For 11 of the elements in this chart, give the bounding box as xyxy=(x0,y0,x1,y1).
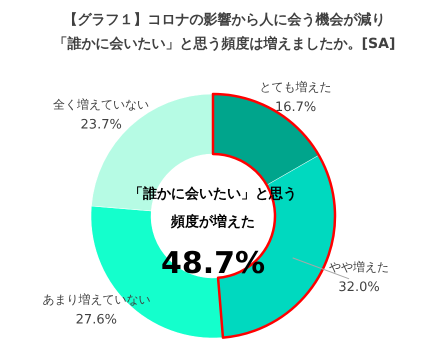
data-label: 27.6% xyxy=(76,312,117,328)
chart-title: 【グラフ１】コロナの影響から人に会う機会が減り xyxy=(64,11,386,28)
data-label: 16.7% xyxy=(274,100,316,116)
text: 頻度が増えた xyxy=(170,213,255,230)
chart-subtitle: 「誰かに会いたい」と思う頻度は増えましたか。[SA] xyxy=(54,35,396,52)
data-label: 32.0% xyxy=(338,280,380,295)
slice-label: とても増えた xyxy=(260,80,332,94)
slice-label: 全く増えていない xyxy=(53,98,150,112)
slice-label: あまり増えていない xyxy=(42,292,150,306)
data-label: 23.7% xyxy=(80,118,122,133)
slice-label: やや増えた xyxy=(329,260,390,274)
